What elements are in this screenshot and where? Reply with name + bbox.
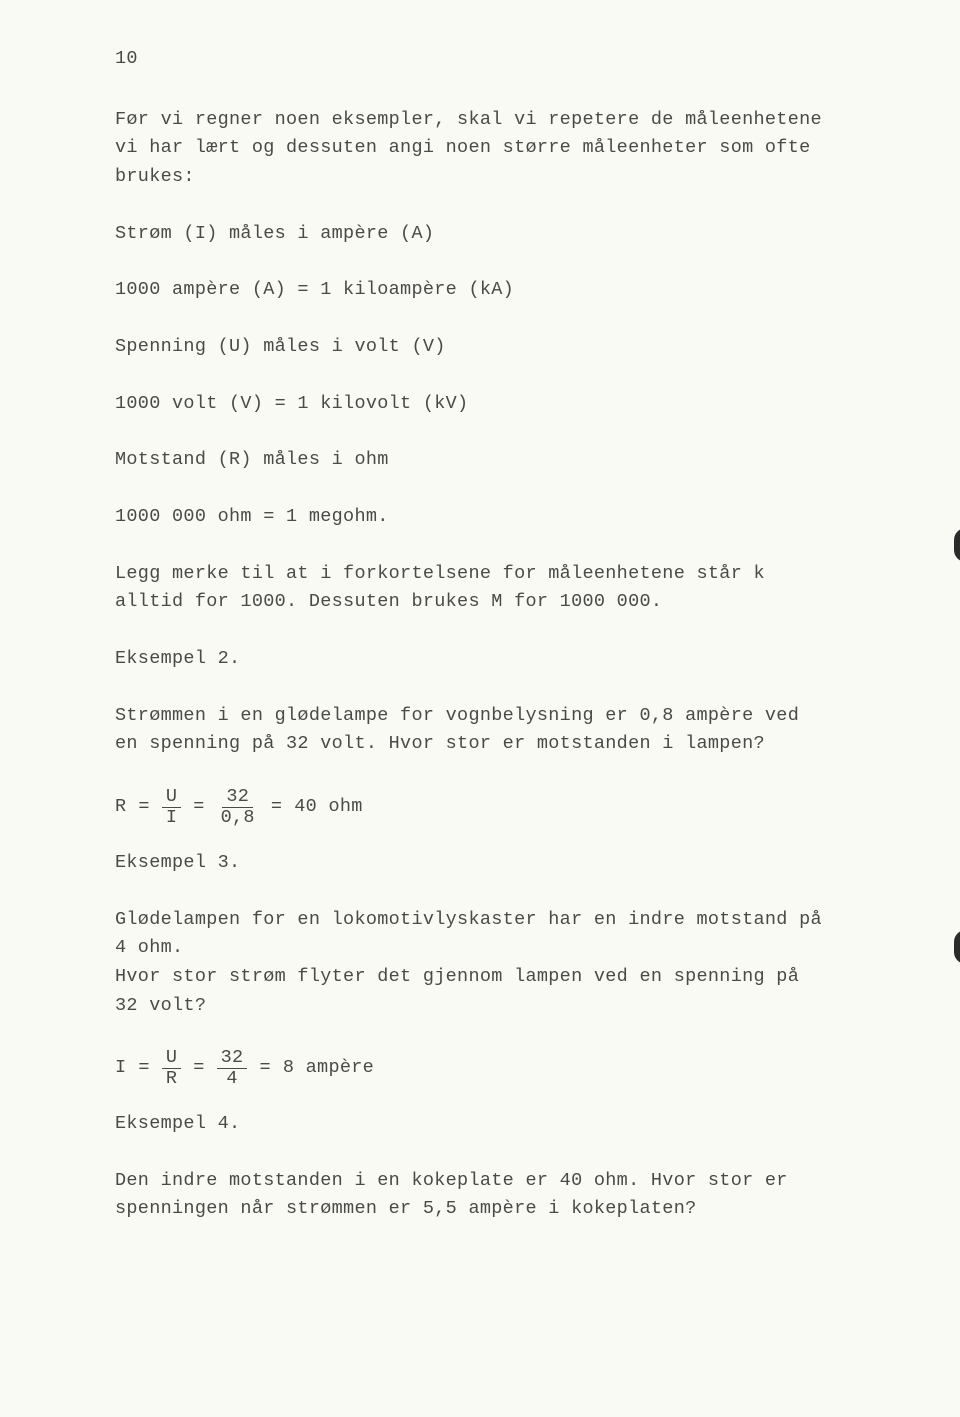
unit-line: Strøm (I) måles i ampère (A) bbox=[115, 220, 860, 249]
equals-sign: = bbox=[269, 793, 284, 822]
text-line: Spenning (U) måles i volt (V) bbox=[115, 336, 446, 357]
formula-r: R = U I = 32 0,8 = 40 ohm bbox=[115, 787, 860, 827]
equals-sign: = bbox=[191, 793, 206, 822]
text-line: vi har lært og dessuten angi noen større… bbox=[115, 134, 860, 163]
text-line: Den indre motstanden i en kokeplate er 4… bbox=[115, 1167, 860, 1196]
text-line: Strøm (I) måles i ampère (A) bbox=[115, 223, 434, 244]
text-line: Før vi regner noen eksempler, skal vi re… bbox=[115, 106, 860, 135]
fraction-denominator: R bbox=[162, 1069, 181, 1088]
formula-lhs: R bbox=[115, 793, 126, 822]
equals-sign: = bbox=[257, 1054, 272, 1083]
binder-tab-icon bbox=[954, 528, 960, 562]
fraction-numerator: U bbox=[162, 787, 181, 807]
binder-tab-icon bbox=[954, 930, 960, 964]
unit-line: Spenning (U) måles i volt (V) bbox=[115, 333, 860, 362]
text-line: Eksempel 3. bbox=[115, 852, 240, 873]
fraction-numerator: 32 bbox=[222, 787, 253, 807]
fraction: U I bbox=[162, 787, 181, 827]
page-number: 10 bbox=[115, 45, 860, 74]
fraction-denominator: 4 bbox=[222, 1069, 241, 1088]
formula-result: 40 ohm bbox=[294, 793, 362, 822]
fraction-numerator: U bbox=[162, 1048, 181, 1068]
equals-sign: = bbox=[136, 793, 151, 822]
text-line: 1000 ampère (A) = 1 kiloampère (kA) bbox=[115, 279, 514, 300]
text-line: Eksempel 4. bbox=[115, 1113, 240, 1134]
text-line: 32 volt? bbox=[115, 992, 860, 1021]
formula-lhs: I bbox=[115, 1054, 126, 1083]
text-line: 1000 000 ohm = 1 megohm. bbox=[115, 506, 389, 527]
text-line: Strømmen i en glødelampe for vognbelysni… bbox=[115, 702, 860, 731]
note-paragraph: Legg merke til at i forkortelsene for må… bbox=[115, 560, 860, 617]
document-page: 10 Før vi regner noen eksempler, skal vi… bbox=[0, 0, 960, 1417]
equals-sign: = bbox=[136, 1054, 151, 1083]
fraction: 32 4 bbox=[217, 1048, 248, 1088]
fraction: 32 0,8 bbox=[217, 787, 259, 827]
unit-line: 1000 000 ohm = 1 megohm. bbox=[115, 503, 860, 532]
text-line: Motstand (R) måles i ohm bbox=[115, 449, 389, 470]
text-line: spenningen når strømmen er 5,5 ampère i … bbox=[115, 1195, 860, 1224]
text-line: brukes: bbox=[115, 163, 860, 192]
text-line: Legg merke til at i forkortelsene for må… bbox=[115, 560, 860, 589]
example-heading: Eksempel 2. bbox=[115, 645, 860, 674]
unit-line: Motstand (R) måles i ohm bbox=[115, 446, 860, 475]
example-2-body: Strømmen i en glødelampe for vognbelysni… bbox=[115, 702, 860, 759]
text-line: Eksempel 2. bbox=[115, 648, 240, 669]
text-line: 1000 volt (V) = 1 kilovolt (kV) bbox=[115, 393, 468, 414]
fraction-denominator: 0,8 bbox=[217, 808, 259, 827]
text-line: 4 ohm. bbox=[115, 934, 860, 963]
formula-i: I = U R = 32 4 = 8 ampère bbox=[115, 1048, 860, 1088]
example-4-body: Den indre motstanden i en kokeplate er 4… bbox=[115, 1167, 860, 1224]
text-line: en spenning på 32 volt. Hvor stor er mot… bbox=[115, 730, 860, 759]
text-line: Glødelampen for en lokomotivlyskaster ha… bbox=[115, 906, 860, 935]
text-line: Hvor stor strøm flyter det gjennom lampe… bbox=[115, 963, 860, 992]
example-heading: Eksempel 4. bbox=[115, 1110, 860, 1139]
unit-line: 1000 ampère (A) = 1 kiloampère (kA) bbox=[115, 276, 860, 305]
text-line: alltid for 1000. Dessuten brukes M for 1… bbox=[115, 588, 860, 617]
formula-result: 8 ampère bbox=[283, 1054, 374, 1083]
equals-sign: = bbox=[191, 1054, 206, 1083]
intro-paragraph: Før vi regner noen eksempler, skal vi re… bbox=[115, 106, 860, 192]
fraction-numerator: 32 bbox=[217, 1048, 248, 1068]
fraction-denominator: I bbox=[162, 808, 181, 827]
fraction: U R bbox=[162, 1048, 181, 1088]
example-3-body: Glødelampen for en lokomotivlyskaster ha… bbox=[115, 906, 860, 1021]
unit-line: 1000 volt (V) = 1 kilovolt (kV) bbox=[115, 390, 860, 419]
example-heading: Eksempel 3. bbox=[115, 849, 860, 878]
